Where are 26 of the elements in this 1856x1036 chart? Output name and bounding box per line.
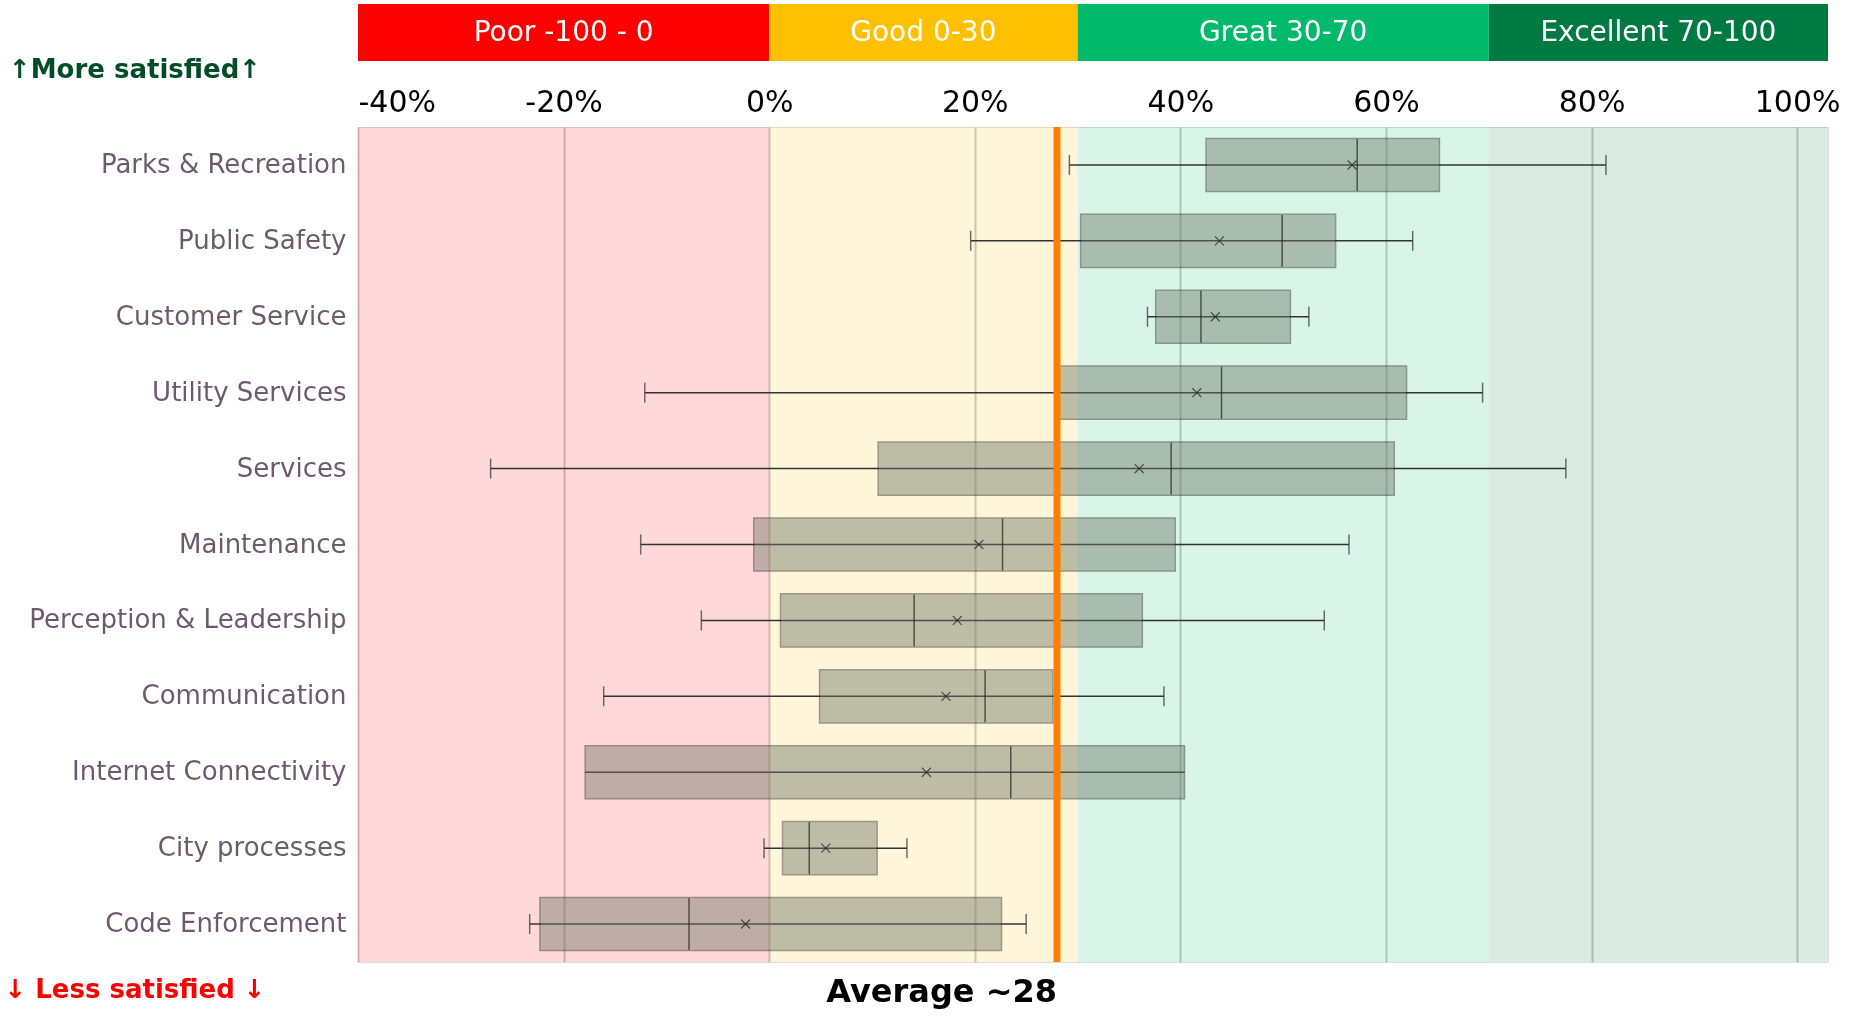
y-tick-label: Internet Connectivity <box>72 756 347 787</box>
x-tick-label: 60% <box>1353 83 1420 119</box>
x-tick-label: 20% <box>941 83 1009 119</box>
y-tick-label: Services <box>236 452 347 483</box>
x-tick-label: 80% <box>1558 83 1626 119</box>
x-tick-label: 40% <box>1147 83 1215 119</box>
x-tick-label: 100% <box>1754 83 1841 119</box>
x-tick-label: 0% <box>745 83 794 119</box>
text: ↑More satisfied↑ <box>8 54 262 84</box>
y-tick-label: Public Safety <box>178 224 347 255</box>
y-tick-label: City processes <box>157 832 347 863</box>
y-tick-label: Communication <box>141 680 347 711</box>
x-tick-label: -20% <box>525 83 603 119</box>
y-tick-label: Code Enforcement <box>105 908 347 939</box>
x-tick-label: -40% <box>358 83 437 119</box>
band-label: Poor -100 - 0 <box>473 15 654 48</box>
band-label: Great 30-70 <box>1199 15 1368 48</box>
y-tick-label: Utility Services <box>152 376 347 407</box>
y-tick-label: Perception & Leadership <box>29 604 347 635</box>
text: ↓ Less satisfied ↓ <box>4 974 266 1004</box>
band-label: Excellent 70-100 <box>1540 15 1777 48</box>
ref-line-label: Average ~28 <box>826 972 1058 1010</box>
y-tick-label: Maintenance <box>179 528 347 559</box>
y-tick-label: Parks & Recreation <box>100 148 347 179</box>
y-tick-label: Customer Service <box>115 300 347 331</box>
band-label: Good 0-30 <box>850 15 997 48</box>
